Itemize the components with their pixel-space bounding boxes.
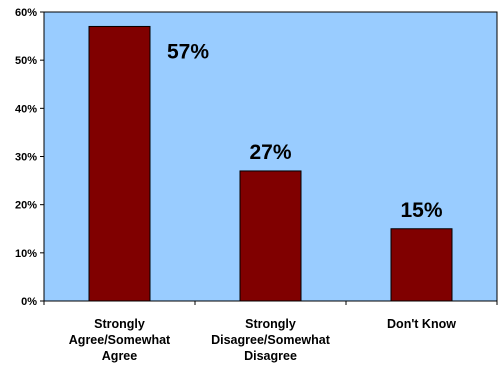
category-label: Don't Know [387, 317, 456, 331]
bar [390, 228, 453, 302]
category-label-line: Agree/Somewhat [69, 333, 171, 347]
category-label-line: Agree [102, 349, 137, 363]
data-labels-group: 57% 27% 15% [167, 40, 443, 221]
category-label-line: Don't Know [387, 317, 456, 331]
category-labels-group: Strongly Agree/Somewhat Agree Strongly Disag… [69, 317, 456, 363]
category-label-line: Strongly [245, 317, 296, 331]
bar [88, 25, 151, 302]
bars-group [88, 25, 453, 302]
y-tick-label: 40% [15, 103, 37, 115]
bar [239, 170, 302, 302]
y-tick-label: 10% [15, 248, 37, 260]
y-tick-label: 20% [15, 200, 37, 212]
category-label: Strongly Agree/Somewhat Agree [69, 317, 171, 363]
category-label: Strongly Disagree/Somewhat Disagree [211, 317, 331, 363]
category-label-line: Disagree [244, 349, 297, 363]
y-axis-ticks: 0% 10% 20% 30% 40% 50% 60% [15, 7, 44, 308]
data-label: 27% [249, 141, 291, 164]
y-tick-label: 60% [15, 7, 37, 19]
x-axis-ticks [43, 301, 498, 305]
category-label-line: Disagree/Somewhat [211, 333, 331, 347]
y-tick-label: 30% [15, 152, 37, 164]
y-tick-label: 50% [15, 55, 37, 67]
category-label-line: Strongly [94, 317, 145, 331]
y-tick-label: 0% [21, 296, 37, 308]
data-label: 57% [167, 40, 209, 63]
data-label: 15% [400, 199, 442, 222]
